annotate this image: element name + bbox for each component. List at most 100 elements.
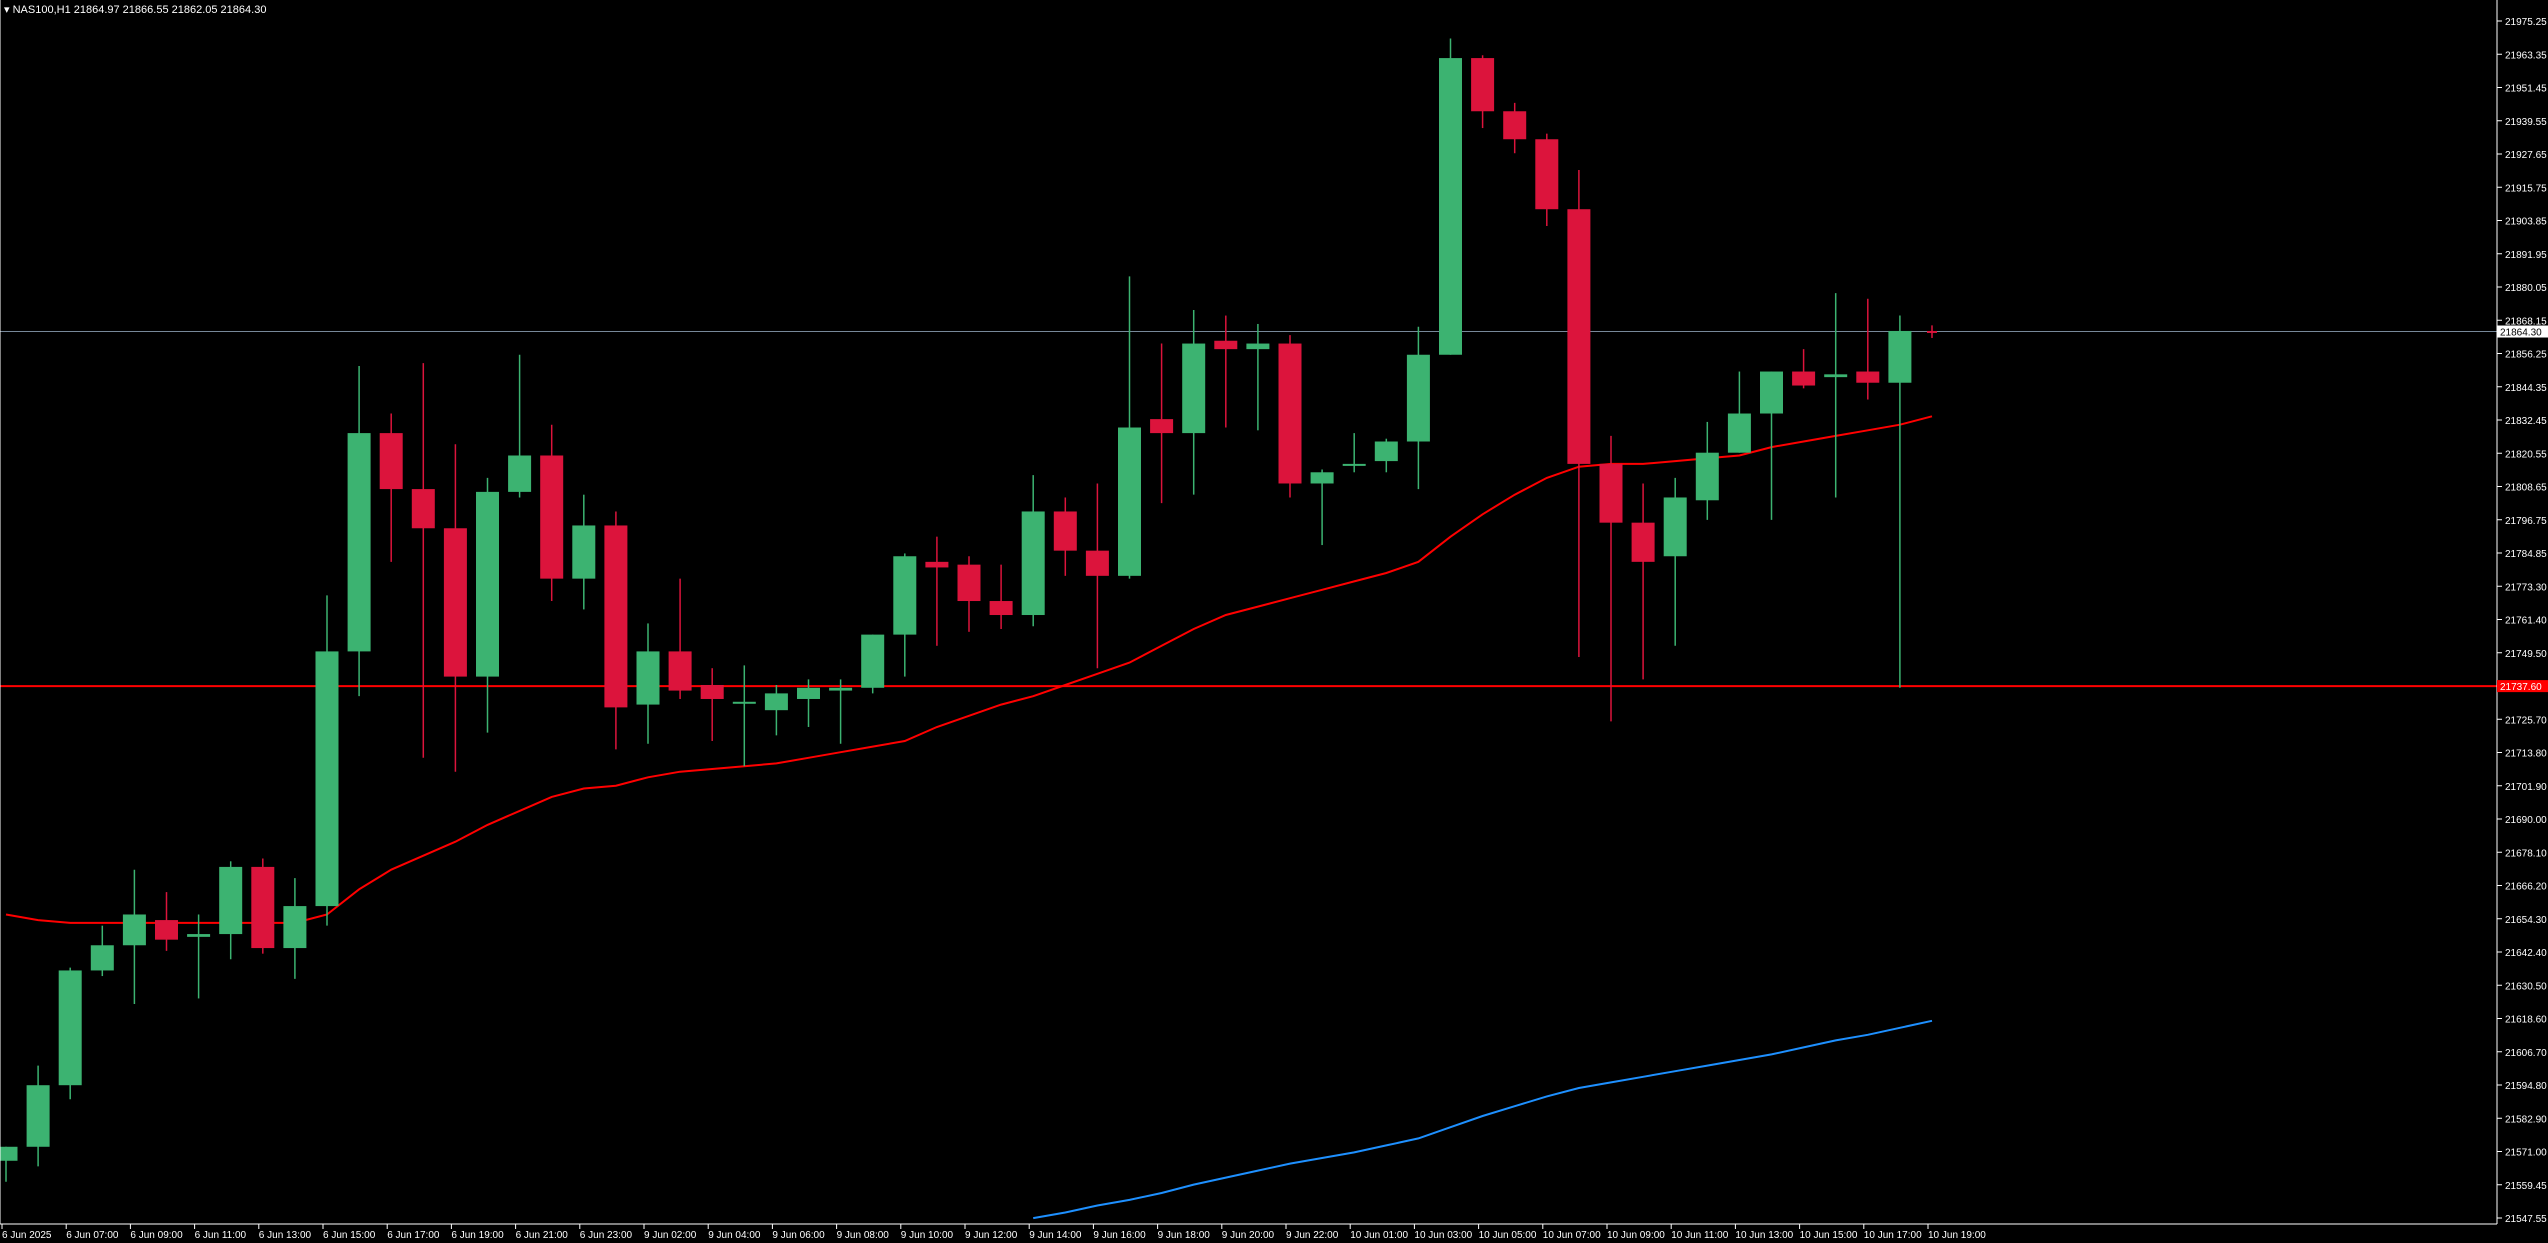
candle-body <box>1824 374 1848 378</box>
candle-body <box>1342 463 1366 466</box>
candle-body <box>219 866 243 935</box>
price-labels: 21864.30 21737.60 <box>2497 325 2548 693</box>
candle-body <box>443 528 467 677</box>
y-tick-label: 21880.05 <box>2505 283 2547 294</box>
x-tick-label: 10 Jun 07:00 <box>1543 1230 1601 1241</box>
y-tick-label: 21582.90 <box>2505 1114 2547 1125</box>
candle-body <box>1374 441 1398 462</box>
y-tick-label: 21594.80 <box>2505 1081 2547 1092</box>
y-tick-label: 21654.30 <box>2505 915 2547 926</box>
candle-body <box>1727 413 1751 453</box>
candle-body <box>925 561 949 568</box>
quote-values: 21864.97 21866.55 21862.05 21864.30 <box>73 4 267 16</box>
x-tick-label: 6 Jun 07:00 <box>66 1230 119 1241</box>
current-price-badge <box>2497 325 2548 338</box>
candle-body <box>187 934 211 937</box>
candle-body <box>1150 419 1174 434</box>
y-tick-label: 21808.65 <box>2505 483 2547 494</box>
candle-body <box>1535 139 1559 210</box>
candle-body <box>476 491 499 677</box>
candle-body <box>155 920 178 940</box>
y-tick-label: 21939.55 <box>2505 117 2547 128</box>
y-tick-label: 21678.10 <box>2505 848 2547 859</box>
candle-body <box>989 601 1013 616</box>
candle-body <box>668 651 692 691</box>
chart-header: ▾ NAS100,H1 21864.97 21866.55 21862.05 2… <box>4 3 266 16</box>
x-tick-label: 6 Jun 23:00 <box>580 1230 633 1241</box>
candle-body <box>1118 427 1141 576</box>
y-tick-label: 21773.30 <box>2505 582 2547 593</box>
x-tick-label: 10 Jun 19:00 <box>1928 1230 1986 1241</box>
candle-body <box>1695 452 1719 501</box>
candle-body <box>1278 343 1302 484</box>
x-tick-label: 9 Jun 18:00 <box>1158 1230 1211 1241</box>
x-tick-label: 10 Jun 05:00 <box>1479 1230 1537 1241</box>
y-tick-label: 21690.00 <box>2505 815 2547 826</box>
candles <box>0 38 1937 1182</box>
candle-body <box>347 433 371 652</box>
candle-body <box>0 1146 18 1161</box>
y-tick-label: 21725.70 <box>2505 715 2547 726</box>
candle-body <box>251 866 275 949</box>
candle-body <box>411 489 435 529</box>
candle-body <box>1085 550 1109 576</box>
y-tick-label: 21891.95 <box>2505 250 2547 261</box>
y-axis-ticks: 21975.25 21963.35 21951.45 21939.55 21927.65… <box>2497 17 2547 1225</box>
candle-body <box>1214 340 1238 350</box>
y-tick-label: 21796.75 <box>2505 516 2547 527</box>
y-tick-label: 21784.85 <box>2505 549 2547 560</box>
x-tick-label: 6 Jun 15:00 <box>323 1230 376 1241</box>
x-tick-label: 9 Jun 16:00 <box>1093 1230 1146 1241</box>
y-tick-label: 21975.25 <box>2505 17 2547 28</box>
candle-body <box>379 433 403 490</box>
x-tick-label: 6 Jun 21:00 <box>516 1230 569 1241</box>
candle-body <box>540 455 564 579</box>
y-tick-label: 21832.45 <box>2505 416 2547 427</box>
moving-average-blue <box>1033 1019 1933 1220</box>
y-tick-label: 21666.20 <box>2505 882 2547 893</box>
x-tick-label: 10 Jun 03:00 <box>1414 1230 1472 1241</box>
symbol-label: NAS100,H1 <box>12 4 71 16</box>
candle-body <box>604 525 628 708</box>
y-tick-label: 21903.85 <box>2505 217 2547 228</box>
candle-body <box>893 556 917 635</box>
x-tick-label: 9 Jun 08:00 <box>837 1230 890 1241</box>
x-tick-label: 9 Jun 22:00 <box>1286 1230 1339 1241</box>
candle-body <box>122 914 146 946</box>
candle-body <box>1246 343 1270 350</box>
candle-body <box>957 564 981 602</box>
level-price-badge <box>2497 680 2548 693</box>
candle-body <box>1760 371 1783 414</box>
y-tick-label: 21559.45 <box>2505 1181 2547 1192</box>
horizontal-lines <box>0 331 2497 688</box>
candle-body <box>1792 371 1816 386</box>
candle-body <box>764 693 788 711</box>
y-tick-label: 21701.90 <box>2505 782 2547 793</box>
chevron-down-icon[interactable]: ▾ <box>4 4 10 16</box>
x-tick-label: 10 Jun 15:00 <box>1800 1230 1858 1241</box>
x-tick-label: 9 Jun 06:00 <box>772 1230 825 1241</box>
x-tick-label: 6 Jun 2025 <box>2 1230 52 1241</box>
candle-body <box>1888 330 1912 383</box>
candle-body <box>1663 497 1687 557</box>
x-tick-label: 6 Jun 11:00 <box>195 1230 247 1241</box>
candle-body <box>700 684 724 699</box>
x-tick-label: 6 Jun 09:00 <box>130 1230 183 1241</box>
y-tick-label: 21713.80 <box>2505 749 2547 760</box>
x-tick-label: 10 Jun 17:00 <box>1864 1230 1922 1241</box>
y-tick-label: 21856.25 <box>2505 350 2547 361</box>
y-tick-label: 21915.75 <box>2505 183 2547 194</box>
y-tick-label: 21820.55 <box>2505 449 2547 460</box>
x-tick-label: 9 Jun 12:00 <box>965 1230 1018 1241</box>
current-price-label: 21864.30 <box>2500 328 2542 339</box>
candle-body <box>90 945 114 971</box>
y-tick-label: 21630.50 <box>2505 981 2547 992</box>
y-tick-label: 21951.45 <box>2505 84 2547 95</box>
candle-body <box>1631 522 1655 562</box>
candle-body <box>1503 111 1527 140</box>
candle-body <box>58 970 82 1086</box>
y-tick-label: 21571.00 <box>2505 1148 2547 1159</box>
candle-body <box>636 651 660 705</box>
